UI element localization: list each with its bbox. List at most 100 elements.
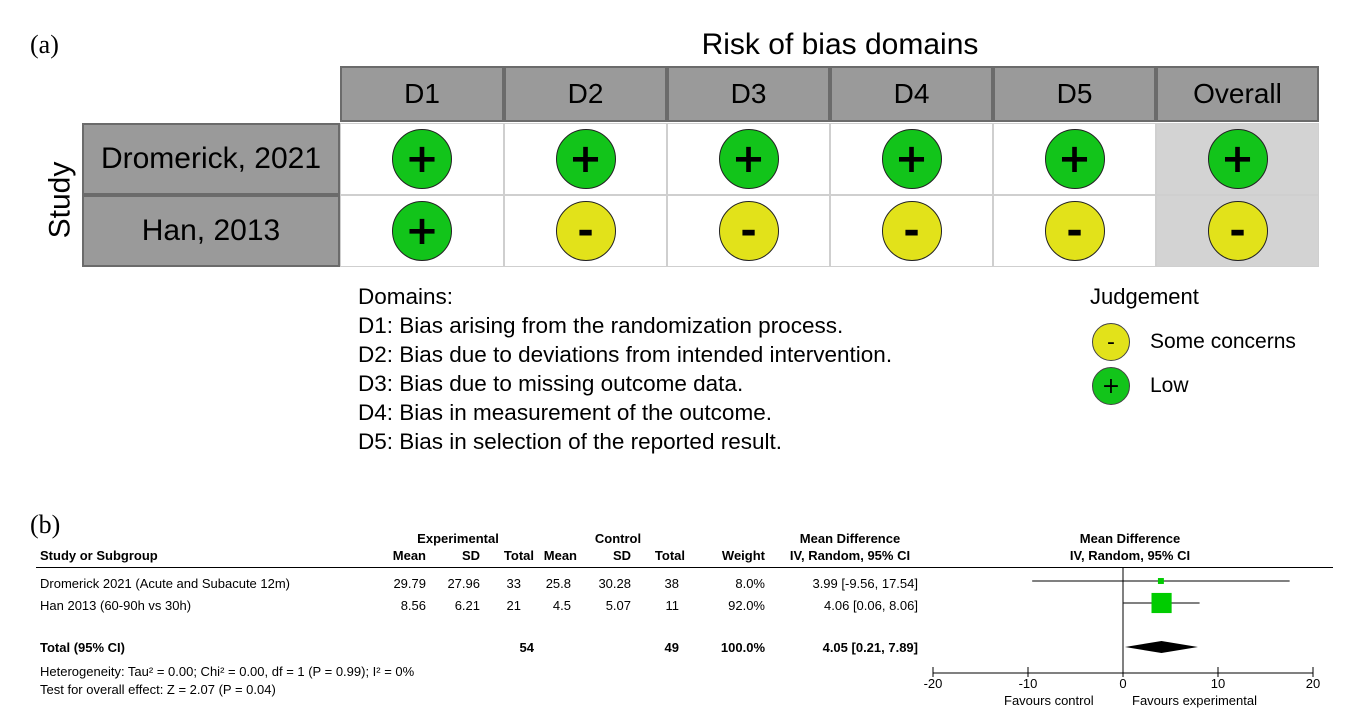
pooled-diamond [1124,641,1198,653]
md-plot-group-header: Mean Difference [1079,531,1181,546]
col-header-d2: D2 [504,66,667,122]
row2-study: Han 2013 (60-90h vs 30h) [40,598,192,613]
minus-icon: - [1207,201,1268,261]
panel-b-label: (b) [30,510,61,539]
col-mean-e: Mean [392,548,426,563]
rob-cell: - [504,195,667,267]
row2-sd-e: 6.21 [454,598,480,613]
x-tick-label: -20 [924,676,943,691]
rob-cell: - [1156,195,1319,267]
col-header-d4: D4 [830,66,993,122]
total-total-e: 54 [519,640,534,655]
domain-d2-description: D2: Bias due to deviations from intended… [358,342,893,367]
rob-cell: + [504,123,667,195]
rob-cell: - [830,195,993,267]
overall-effect-text: Test for overall effect: Z = 2.07 (P = 0… [40,682,276,697]
domain-d3-description: D3: Bias due to missing outcome data. [358,371,744,396]
col-header-d3: D3 [667,66,830,122]
heterogeneity-text: Heterogeneity: Tau² = 0.00; Chi² = 0.00,… [40,664,415,679]
row2-sd-c: 5.07 [605,598,631,613]
rob-cell: + [1156,123,1319,195]
col-total-c: Total [654,548,685,563]
col-header-d5: D5 [993,66,1156,122]
col-total-e: Total [503,548,534,563]
minus-icon: - [881,201,942,261]
col-header-overall: Overall [1156,66,1319,122]
total-weight: 100.0% [720,640,765,655]
study-estimate-marker [1157,578,1164,584]
col-mean-c: Mean [543,548,577,563]
forest-plot-chart: -20 -10 0 10 20 [924,568,1320,691]
domain-d5-description: D5: Bias in selection of the reported re… [358,429,782,454]
minus-icon: - [1044,201,1105,261]
plus-icon: + [718,129,779,189]
row2-mean-e: 8.56 [400,598,426,613]
col-md-plot: IV, Random, 95% CI [1069,548,1191,563]
domain-d4-description: D4: Bias in measurement of the outcome. [358,400,772,425]
row-label-dromerick: Dromerick, 2021 [82,123,340,195]
col-sd-c: SD [612,548,631,563]
minus-icon: - [1092,323,1130,361]
rob-cell: + [340,123,504,195]
experimental-group-header: Experimental [417,531,499,546]
row1-sd-c: 30.28 [598,576,631,591]
judgement-legend-title: Judgement [1090,284,1199,309]
plus-icon: + [1092,367,1130,405]
col-header-d1: D1 [340,66,504,122]
rob-cell: + [830,123,993,195]
rob-cell: - [993,195,1156,267]
x-tick-label: 0 [1119,676,1126,691]
row2-total-e: 21 [506,598,521,613]
rob-cell: + [340,195,504,267]
row2-weight: 92.0% [728,598,765,613]
study-estimate-marker [1151,592,1172,614]
total-total-c: 49 [664,640,679,655]
domains-heading: Domains: [358,284,454,309]
rob-cell: + [667,123,830,195]
legend-some-concerns-label: Some concerns [1150,330,1296,353]
plus-icon: + [392,201,452,261]
control-group-header: Control [594,531,642,546]
col-sd-e: SD [461,548,480,563]
rob-cell: + [993,123,1156,195]
total-md: 4.05 [0.21, 7.89] [822,640,918,655]
md-group-header: Mean Difference [799,531,901,546]
plus-icon: + [881,129,942,189]
row1-md: 3.99 [-9.56, 17.54] [812,576,918,591]
legend-some-concerns: - Some concerns [1092,323,1296,361]
plus-icon: + [1044,129,1105,189]
x-tick-label: 20 [1306,676,1320,691]
header-rule [36,567,1333,568]
row1-total-c: 38 [664,576,679,591]
x-tick-label: 10 [1211,676,1225,691]
row1-total-e: 33 [506,576,521,591]
plus-icon: + [392,129,452,189]
row2-md: 4.06 [0.06, 8.06] [824,598,918,613]
row1-weight: 8.0% [735,576,765,591]
col-md: IV, Random, 95% CI [789,548,911,563]
col-weight: Weight [721,548,765,563]
row1-mean-c: 25.8 [545,576,571,591]
total-study: Total (95% CI) [40,640,125,655]
row1-sd-e: 27.96 [447,576,480,591]
row1-mean-e: 29.79 [393,576,426,591]
domain-d1-description: D1: Bias arising from the randomization … [358,313,844,338]
panel-a-label: (a) [30,30,59,59]
row2-mean-c: 4.5 [552,598,571,613]
x-tick-label: -10 [1019,676,1038,691]
favours-control-label: Favours control [1004,693,1094,708]
minus-icon: - [555,201,616,261]
study-axis-label: Study [43,161,76,239]
plus-icon: + [1207,129,1268,189]
plus-icon: + [555,129,616,189]
rob-cell: - [667,195,830,267]
rob-title: Risk of bias domains [701,28,979,61]
legend-low: + Low [1092,367,1189,405]
row1-study: Dromerick 2021 (Acute and Subacute 12m) [40,576,291,591]
col-study: Study or Subgroup [40,548,158,563]
domains-legend: Domains: D1: Bias arising from the rando… [358,282,892,456]
minus-icon: - [718,201,779,261]
favours-experimental-label: Favours experimental [1132,693,1257,708]
forest-plot-table: Experimental Control Mean Difference Mea… [0,525,1348,725]
row-label-han: Han, 2013 [82,195,340,267]
